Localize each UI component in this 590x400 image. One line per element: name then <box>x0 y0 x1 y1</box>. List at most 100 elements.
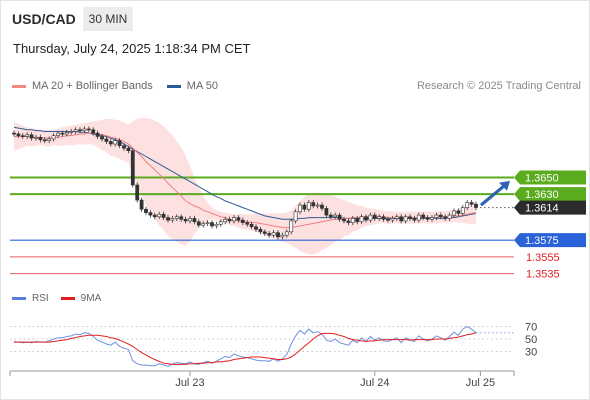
candle <box>69 131 74 133</box>
candle <box>166 217 170 221</box>
timeframe-button[interactable]: 30 MIN <box>83 7 133 31</box>
legend-swatch-9ma <box>60 297 75 300</box>
candle <box>25 134 30 137</box>
legend-swatch-rsi <box>12 297 26 300</box>
level-label-1.3614: 1.3614 <box>525 203 559 215</box>
rsi-tick-label-70: 70 <box>525 322 537 334</box>
candle <box>328 214 333 218</box>
candle <box>350 218 355 223</box>
candle <box>126 147 131 151</box>
candle <box>425 217 430 220</box>
candle <box>355 218 360 223</box>
candle <box>408 216 412 219</box>
candle <box>311 202 316 207</box>
bollinger-band <box>14 118 476 255</box>
candle <box>359 216 364 223</box>
candle <box>227 218 232 222</box>
candle <box>399 216 404 222</box>
forecast-arrow <box>480 182 508 206</box>
candle <box>381 216 386 220</box>
price-legend: MA 20 + Bollinger Bands MA 50 <box>12 80 232 92</box>
rsi-9ma-line <box>14 332 477 365</box>
legend-item-rsi: RSI <box>12 293 49 304</box>
x-tick-label-Jul 25: Jul 25 <box>466 377 495 389</box>
candle <box>20 135 25 137</box>
candle <box>139 199 144 210</box>
legend-item-9ma: 9MA <box>60 293 102 304</box>
legend-label-rsi: RSI <box>32 293 49 304</box>
candle <box>56 132 60 136</box>
candle <box>403 216 408 222</box>
legend-item-ma20: MA 20 + Bollinger Bands <box>12 80 153 92</box>
candle <box>104 138 109 142</box>
candle <box>333 214 338 218</box>
candle <box>324 208 329 216</box>
candle <box>42 139 47 142</box>
level-tag-1.3650 <box>514 170 586 185</box>
candle <box>342 218 346 222</box>
candle <box>218 221 223 225</box>
candle <box>29 134 34 139</box>
candle <box>262 231 267 234</box>
x-tick-label-Jul 23: Jul 23 <box>175 377 204 389</box>
candle <box>144 208 148 213</box>
candle <box>60 132 65 135</box>
candle <box>280 234 285 238</box>
level-label-1.3555: 1.3555 <box>526 252 560 264</box>
candle <box>108 141 113 145</box>
candle <box>460 207 465 214</box>
candle <box>113 140 118 145</box>
candle <box>306 202 311 210</box>
candle <box>394 216 399 219</box>
candle <box>232 217 236 222</box>
rsi-line <box>13 326 477 367</box>
candle <box>412 218 417 221</box>
candle <box>223 218 228 223</box>
candle <box>254 226 258 230</box>
candle <box>196 221 201 226</box>
candle <box>434 214 439 218</box>
candle <box>474 203 478 208</box>
candle <box>346 220 351 223</box>
legend-item-ma50: MA 50 <box>166 80 218 92</box>
candle <box>91 129 96 134</box>
candle <box>205 222 210 224</box>
candle <box>421 214 426 218</box>
candle <box>73 129 78 132</box>
candle <box>465 202 470 208</box>
candle <box>438 214 443 218</box>
level-tag-1.3630 <box>514 187 586 202</box>
candle <box>157 213 162 218</box>
candle <box>293 211 298 222</box>
candle <box>179 216 184 220</box>
candle <box>456 210 461 214</box>
candle <box>183 218 188 222</box>
candle <box>386 218 390 221</box>
symbol-title: USD/CAD <box>12 11 76 27</box>
candles <box>12 126 478 240</box>
rsi-tick-label-30: 30 <box>525 346 537 358</box>
candle <box>372 214 377 219</box>
candle <box>34 137 38 139</box>
candle <box>100 136 104 140</box>
legend-label-ma20: MA 20 + Bollinger Bands <box>32 80 153 92</box>
candle <box>192 218 197 223</box>
candle <box>430 217 434 220</box>
level-label-1.3535: 1.3535 <box>526 269 560 281</box>
level-label-1.3575: 1.3575 <box>525 235 559 247</box>
candle <box>416 214 421 221</box>
candle <box>236 217 241 221</box>
legend-label-9ma: 9MA <box>80 293 102 304</box>
forecast-arrow-head <box>499 180 510 191</box>
candle <box>267 233 272 236</box>
candle <box>240 219 245 223</box>
candle <box>170 218 175 221</box>
candle <box>452 210 456 216</box>
candle <box>368 214 373 221</box>
level-label-1.3650: 1.3650 <box>525 172 559 184</box>
candle <box>245 222 250 225</box>
candle <box>377 216 382 219</box>
candle <box>188 218 192 222</box>
candle <box>201 223 206 226</box>
